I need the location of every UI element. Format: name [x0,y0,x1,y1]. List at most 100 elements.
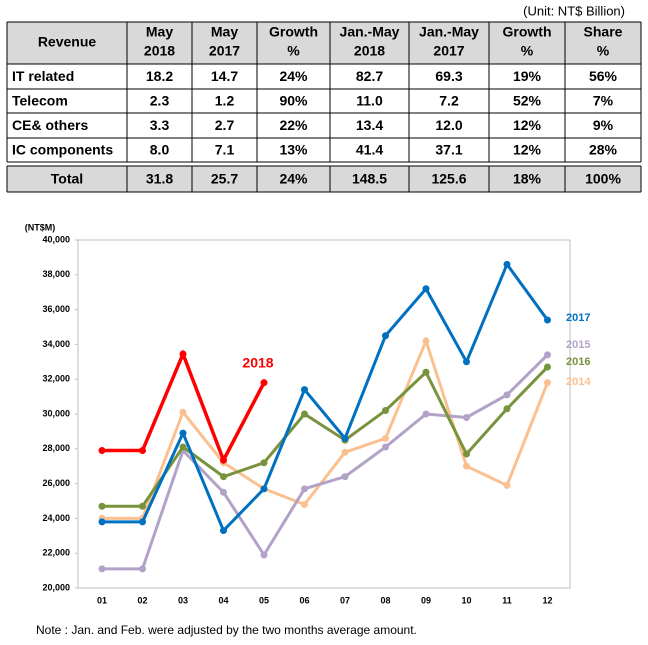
x-tick-label: 08 [380,595,390,605]
point [260,485,268,493]
total-cell: 24% [279,171,308,187]
table-cell: 13.4 [356,117,383,133]
y-tick-label: 28,000 [42,443,70,453]
point [98,447,106,455]
header-cell: 2018 [144,43,175,59]
table-cell: 82.7 [356,68,383,84]
x-tick-label: 04 [218,595,228,605]
y-tick-label: 22,000 [42,548,70,558]
point [503,405,511,413]
point [503,481,511,489]
point [463,358,470,366]
point [98,518,106,526]
point [301,410,308,418]
point [382,443,389,451]
x-tick-label: 07 [340,595,350,605]
y-tick-label: 38,000 [42,269,70,279]
series-line [102,353,549,571]
header-cell: Growth [269,24,318,40]
series-label: 2017 [566,312,590,324]
header-bg [7,22,641,64]
point [139,518,146,526]
total-bg [7,166,641,192]
point [422,285,430,293]
x-tick-label: 06 [299,595,309,605]
point [341,434,349,442]
header-cell: % [287,43,300,59]
point [301,386,308,394]
x-tick-label: 03 [178,595,188,605]
table-cell: 18.2 [146,68,173,84]
total-cell: Total [51,171,83,187]
y-axis-label: (NT$M) [25,222,56,232]
table-cell: 41.4 [356,142,383,158]
series-label: 2014 [566,376,591,388]
point [301,500,308,508]
point [260,379,268,387]
point [503,260,511,268]
row-label: IT related [12,68,74,84]
point [503,391,511,399]
point [544,316,551,324]
x-tick-label: 09 [421,595,431,605]
table-cell: 37.1 [435,142,462,158]
table-cell: 90% [279,93,308,109]
table-cell: 7.2 [439,93,459,109]
table-cell: 2.3 [150,93,170,109]
y-tick-label: 20,000 [42,582,70,592]
table-cell: 14.7 [211,68,238,84]
unit-label: (Unit: NT$ Billion) [523,3,625,18]
point [139,565,146,573]
series-label: 2016 [566,356,590,368]
point [139,502,146,510]
y-tick-label: 26,000 [42,478,70,488]
total-cell: 18% [513,171,542,187]
total-cell: 148.5 [352,171,387,187]
y-tick-label: 34,000 [42,339,70,349]
row-label: Telecom [12,93,68,109]
point [463,450,470,458]
x-tick-label: 12 [542,595,552,605]
table-cell: 52% [513,93,542,109]
point [341,448,349,456]
point [544,351,551,359]
total-cell: 125.6 [431,171,466,187]
table-cell: 19% [513,68,542,84]
row-label: IC components [12,142,113,158]
point [98,502,106,510]
header-cell: May [146,24,173,40]
point [220,527,227,535]
point [220,456,227,464]
point [422,337,430,345]
point [220,473,227,481]
header-cell: May [211,24,238,40]
series-line [102,336,549,520]
header-cell: 2018 [354,43,385,59]
table-cell: 13% [279,142,308,158]
point [544,363,551,371]
y-tick-label: 24,000 [42,513,70,523]
row-label: CE& others [12,117,88,133]
header-cell: Jan.-May [340,24,400,40]
y-tick-label: 30,000 [42,408,70,418]
table-cell: 7.1 [215,142,235,158]
point [179,429,187,437]
table-cell: 8.0 [150,142,170,158]
x-tick-label: 02 [137,595,147,605]
x-tick-label: 01 [97,595,107,605]
series-label: 2018 [242,355,273,371]
table-cell: 22% [279,117,308,133]
x-tick-label: 11 [502,595,512,605]
table-cell: 24% [279,68,308,84]
header-cell: Share [584,24,623,40]
point [463,462,470,470]
point [179,443,187,451]
point [139,447,146,455]
table-cell: 3.3 [150,117,170,133]
y-tick-label: 36,000 [42,304,70,314]
point [422,368,430,376]
point [98,565,106,573]
table-cell: 12% [513,142,542,158]
point [260,459,268,467]
